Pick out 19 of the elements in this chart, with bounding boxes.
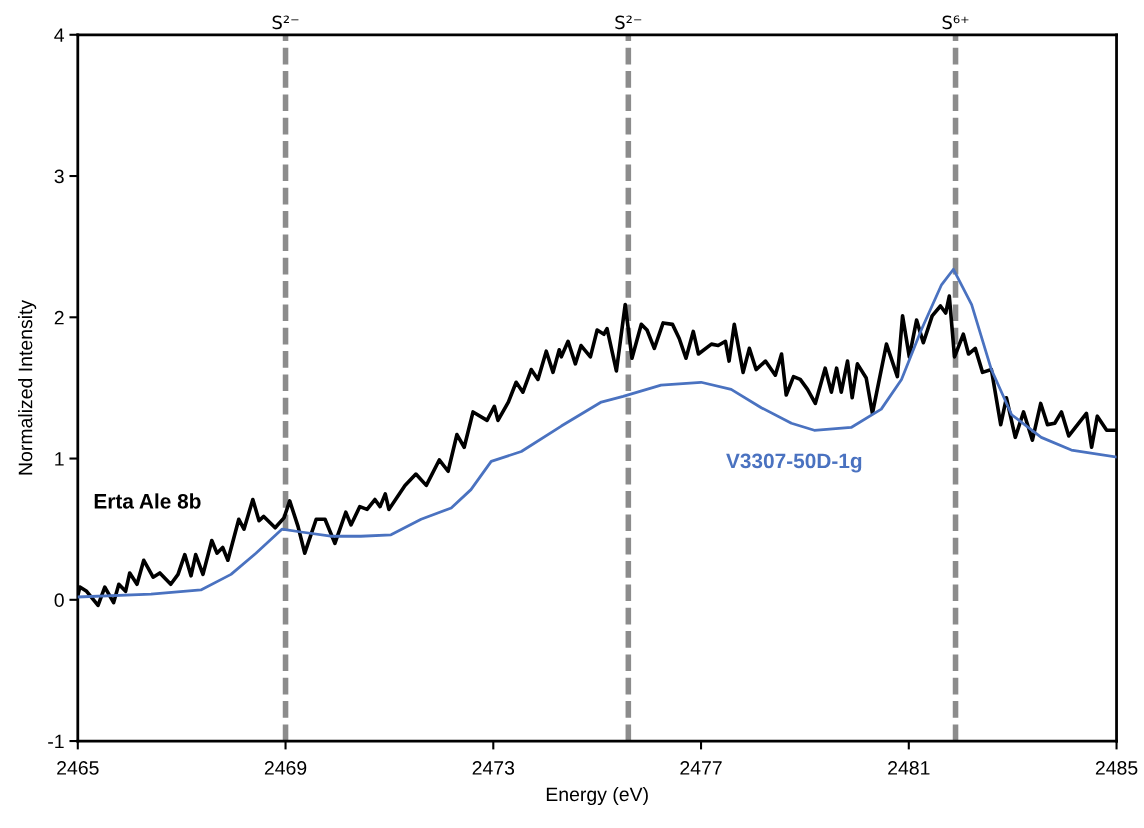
x-tick-label: 2473 [472,761,515,775]
y-axis-title: Normalized Intensity [18,299,37,475]
y-tick-label: 4 [54,28,65,42]
x-tick-label: 2477 [680,761,722,775]
series-label: Erta Ale 8b [94,493,201,509]
y-tick-label: 2 [54,310,64,325]
series-label: V3307-50D-1g [726,453,862,473]
x-tick-label: 2485 [1095,761,1138,775]
ref-line-label: S²⁻ [272,15,299,30]
x-axis-title: Energy (eV) [546,786,648,806]
y-tick-label: 1 [55,452,64,466]
ref-line-label: S⁶⁺ [942,15,969,30]
y-tick-label: -1 [48,734,64,749]
ref-line-label: S²⁻ [615,15,642,30]
x-tick-label: 2469 [264,761,307,775]
x-tick-label: 2465 [57,761,99,775]
y-tick-label: 3 [54,169,64,184]
y-tick-label: 0 [54,593,64,608]
x-tick-label: 2481 [888,761,930,775]
